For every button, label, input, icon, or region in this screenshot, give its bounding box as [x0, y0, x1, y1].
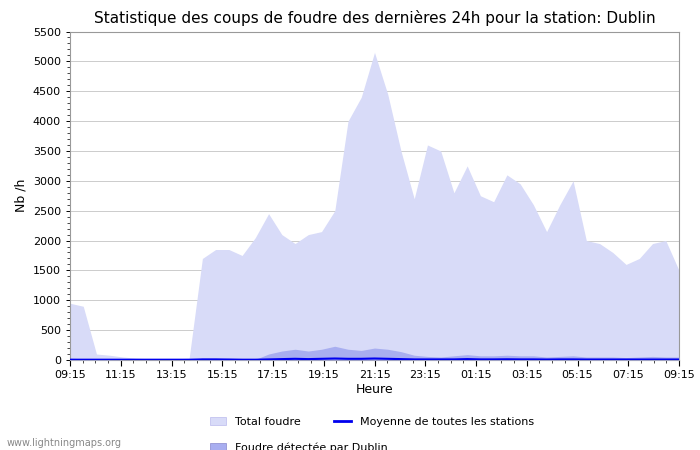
X-axis label: Heure: Heure — [356, 383, 393, 396]
Legend: Foudre détectée par Dublin: Foudre détectée par Dublin — [209, 442, 388, 450]
Y-axis label: Nb /h: Nb /h — [14, 179, 27, 212]
Title: Statistique des coups de foudre des dernières 24h pour la station: Dublin: Statistique des coups de foudre des dern… — [94, 10, 655, 26]
Text: www.lightningmaps.org: www.lightningmaps.org — [7, 438, 122, 448]
